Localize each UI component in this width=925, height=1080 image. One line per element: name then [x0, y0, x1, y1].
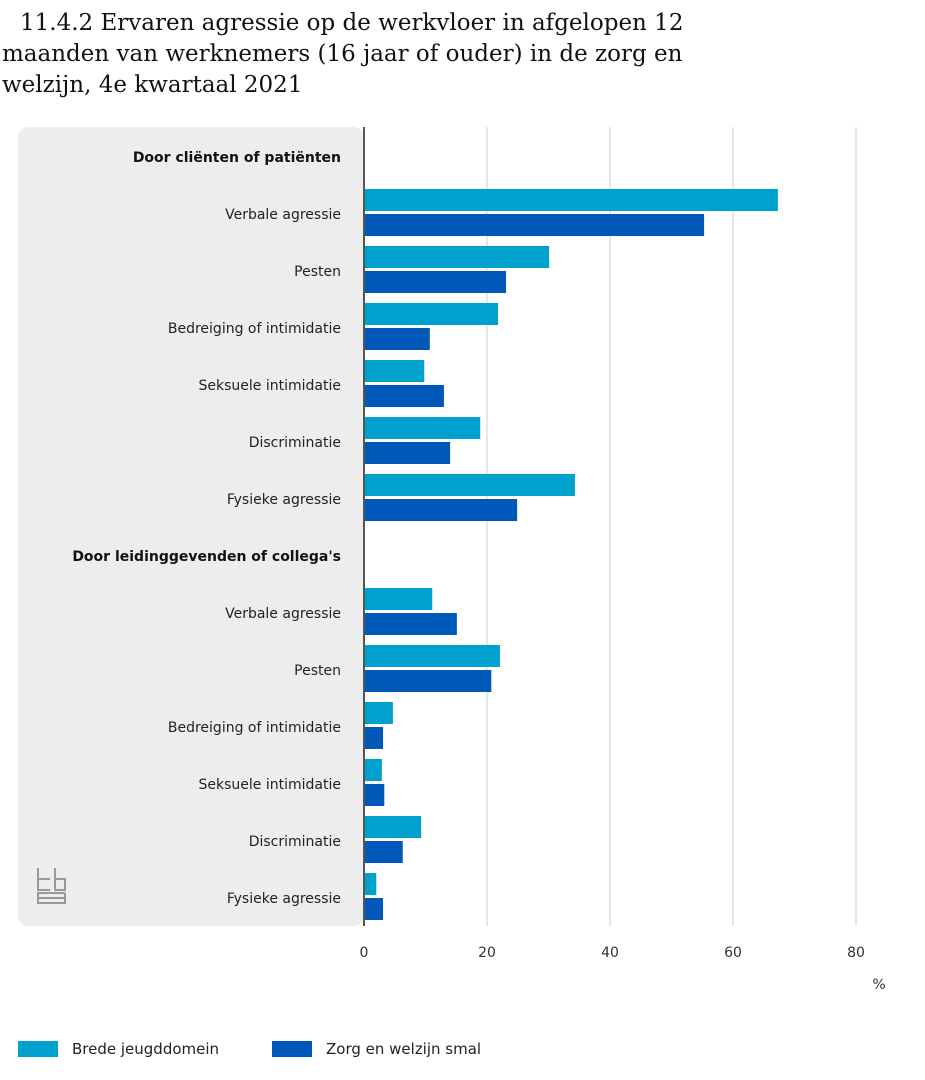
x-tick-label: 0	[360, 945, 369, 961]
legend-swatch	[18, 1041, 58, 1057]
chart-title: 11.4.2 Ervaren agressie op de werkvloer …	[2, 10, 684, 98]
bar-brede-jeugddomein	[364, 360, 425, 382]
bar-zorg-en-welzijn-smal	[364, 670, 492, 692]
bar-zorg-en-welzijn-smal	[364, 613, 457, 635]
legend-label: Brede jeugddomein	[72, 1040, 220, 1058]
category-label: Fysieke agressie	[227, 891, 341, 907]
category-label: Bedreiging of intimidatie	[168, 720, 341, 736]
bar-zorg-en-welzijn-smal	[364, 841, 403, 863]
category-label: Discriminatie	[249, 435, 341, 451]
x-tick-label: 60	[724, 945, 742, 961]
legend-item-zorg-en-welzijn-smal: Zorg en welzijn smal	[272, 1040, 481, 1058]
bar-brede-jeugddomein	[364, 303, 499, 325]
x-tick-label: 80	[847, 945, 865, 961]
category-label: Verbale agressie	[225, 606, 341, 622]
bar-brede-jeugddomein	[364, 702, 393, 724]
category-label: Pesten	[294, 663, 341, 679]
bar-zorg-en-welzijn-smal	[364, 385, 444, 407]
bar-brede-jeugddomein	[364, 816, 422, 838]
bar-brede-jeugddomein	[364, 246, 550, 268]
category-label: Bedreiging of intimidatie	[168, 321, 341, 337]
category-label: Verbale agressie	[225, 207, 341, 223]
x-tick-label: 20	[478, 945, 496, 961]
x-axis-unit: %	[872, 977, 885, 993]
category-label: Pesten	[294, 264, 341, 280]
bar-zorg-en-welzijn-smal	[364, 271, 507, 293]
category-label: Discriminatie	[249, 834, 341, 850]
bar-brede-jeugddomein	[364, 189, 778, 211]
bar-brede-jeugddomein	[364, 759, 382, 781]
bar-brede-jeugddomein	[364, 417, 481, 439]
bar-zorg-en-welzijn-smal	[364, 784, 385, 806]
bar-brede-jeugddomein	[364, 873, 377, 895]
bar-chart: 0 20 40 60 80% Door cliënten of patiënten Verb…	[18, 127, 886, 993]
category-panel	[18, 127, 364, 926]
bar-zorg-en-welzijn-smal	[364, 442, 451, 464]
legend-swatch	[272, 1041, 312, 1057]
bar-zorg-en-welzijn-smal	[364, 898, 384, 920]
bar-brede-jeugddomein	[364, 474, 575, 496]
bar-zorg-en-welzijn-smal	[364, 328, 430, 350]
bar-zorg-en-welzijn-smal	[364, 214, 705, 236]
x-tick-label: 40	[601, 945, 619, 961]
group-header: Door cliënten of patiënten	[133, 150, 341, 166]
legend-item-brede-jeugddomein: Brede jeugddomein	[18, 1040, 219, 1058]
bar-zorg-en-welzijn-smal	[364, 727, 384, 749]
category-label: Fysieke agressie	[227, 492, 341, 508]
legend-label: Zorg en welzijn smal	[326, 1040, 482, 1058]
category-label: Seksuele intimidatie	[199, 378, 341, 394]
group-header: Door leidinggevenden of collega's	[72, 549, 341, 565]
cbs-logo	[37, 868, 66, 904]
bar-brede-jeugddomein	[364, 645, 500, 667]
bar-zorg-en-welzijn-smal	[364, 499, 518, 521]
category-label: Seksuele intimidatie	[199, 777, 341, 793]
bar-brede-jeugddomein	[364, 588, 433, 610]
